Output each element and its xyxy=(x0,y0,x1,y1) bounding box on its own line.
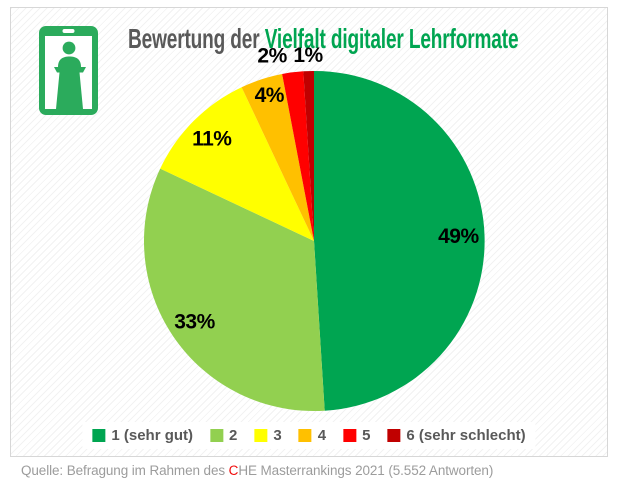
source-brand-c: C xyxy=(228,463,239,478)
legend-swatch-icon xyxy=(92,429,106,442)
title-text-green: Vielfalt digitaler Lehrformate xyxy=(264,23,519,54)
legend-swatch-icon xyxy=(387,429,401,442)
phone-speaker-slot-icon xyxy=(62,29,75,33)
legend-item-4: 4 xyxy=(298,427,327,444)
legend-label: 3 xyxy=(273,427,282,444)
legend-label: 5 xyxy=(362,427,371,444)
legend-swatch-icon xyxy=(254,429,268,442)
pie-slice-5 xyxy=(282,71,314,241)
lectern-phone-icon xyxy=(39,26,98,115)
pie-slice-1 xyxy=(314,70,485,411)
pie-slice-4 xyxy=(241,74,314,241)
legend-swatch-icon xyxy=(210,429,224,442)
pie-label-6: 1% xyxy=(293,44,323,67)
pie-slice-2 xyxy=(143,168,325,412)
legend-item-5: 5 xyxy=(343,427,370,444)
title-text-gray: Bewertung der xyxy=(128,23,265,54)
pie-label-5: 2% xyxy=(257,45,287,68)
legend-item-1: 1 (sehr gut) xyxy=(92,427,193,444)
chart-title: Bewertung der Vielfalt digitaler Lehrfor… xyxy=(128,22,519,56)
legend-item-6: 6 (sehr schlecht) xyxy=(387,427,526,444)
pie-slice-6 xyxy=(303,70,314,241)
speaker-person-icon xyxy=(54,41,86,109)
chart-card: Bewertung der Vielfalt digitaler Lehrfor… xyxy=(10,7,608,457)
pie-slice-3 xyxy=(160,87,314,241)
source-text: Quelle: Befragung im Rahmen des xyxy=(21,463,229,478)
legend-swatch-icon xyxy=(343,429,357,442)
pie-label-4: 4% xyxy=(255,84,285,107)
legend-item-2: 2 xyxy=(210,427,237,444)
legend-label: 1 (sehr gut) xyxy=(111,427,194,444)
pie-label-3: 11% xyxy=(192,127,232,150)
pie-label-2: 33% xyxy=(174,311,215,334)
pie-chart: 49% 33% 11% 4% 2% 1% xyxy=(143,44,485,412)
legend-label: 2 xyxy=(229,427,238,444)
pie-label-1: 49% xyxy=(438,225,479,248)
legend-label: 4 xyxy=(317,427,327,444)
legend-item-3: 3 xyxy=(254,427,282,444)
source-text-rest: HE Masterrankings 2021 (5.552 Antworten) xyxy=(238,463,494,478)
source-note: Quelle: Befragung im Rahmen des CHE Mast… xyxy=(21,463,493,478)
legend-label: 6 (sehr schlecht) xyxy=(406,427,526,444)
chart-legend: 1 (sehr gut) 2 3 4 5 6 (sehr schlecht) xyxy=(82,422,536,449)
legend-swatch-icon xyxy=(298,429,312,442)
